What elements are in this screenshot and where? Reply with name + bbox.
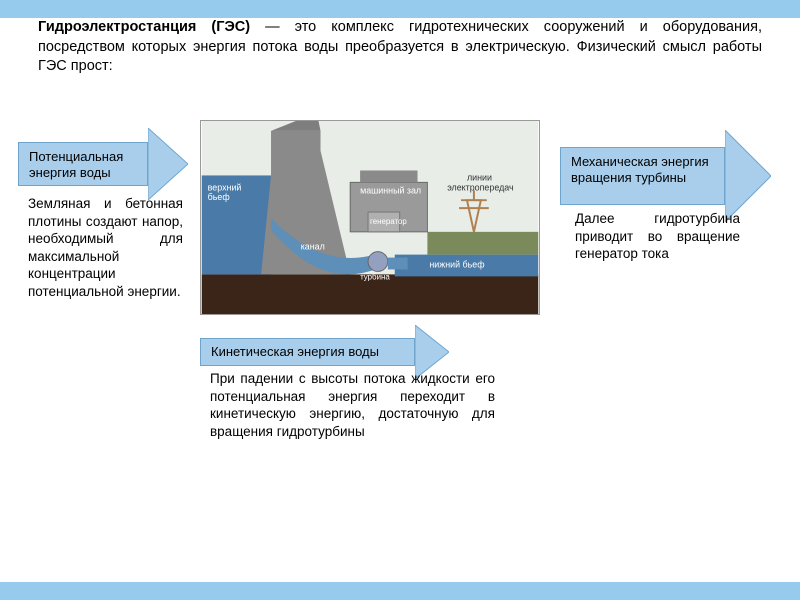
hydro-diagram: верхний бьеф машинный зал генератор кана…: [200, 120, 540, 315]
arrow-right-head-icon: [725, 130, 771, 222]
desc-right: Далее гидротурбина приводит во вращение …: [575, 210, 740, 263]
svg-text:электропередач: электропередач: [447, 182, 514, 192]
svg-text:генератор: генератор: [370, 217, 407, 226]
arrow-left-label: Потенциальная энергия воды: [29, 149, 123, 180]
arrow-right-body: Механическая энергия вращения турбины: [560, 147, 725, 205]
svg-text:бьеф: бьеф: [208, 192, 230, 202]
arrow-bottom-body: Кинетическая энергия воды: [200, 338, 415, 366]
svg-text:машинный зал: машинный зал: [360, 185, 421, 195]
svg-text:верхний: верхний: [208, 182, 242, 192]
arrow-potential-energy: Потенциальная энергия воды: [18, 128, 188, 200]
svg-text:канал: канал: [301, 242, 325, 252]
arrow-bottom-label: Кинетическая энергия воды: [211, 344, 379, 359]
svg-text:турбина: турбина: [360, 272, 390, 281]
headline-bold: Гидроэлектростанция (ГЭС): [38, 19, 250, 35]
headline: Гидроэлектростанция (ГЭС) — это комплекс…: [38, 18, 762, 77]
svg-text:нижний бьеф: нижний бьеф: [429, 259, 484, 269]
arrow-mechanical-energy: Механическая энергия вращения турбины: [560, 130, 771, 222]
arrow-right-label: Механическая энергия вращения турбины: [571, 154, 709, 185]
arrow-left-body: Потенциальная энергия воды: [18, 142, 148, 186]
desc-bottom: При падении с высоты потока жидкости его…: [210, 370, 495, 440]
desc-left: Земляная и бетонная плотины создают напо…: [28, 195, 183, 300]
arrow-right-head-icon: [148, 128, 188, 200]
svg-text:линии: линии: [467, 172, 492, 182]
